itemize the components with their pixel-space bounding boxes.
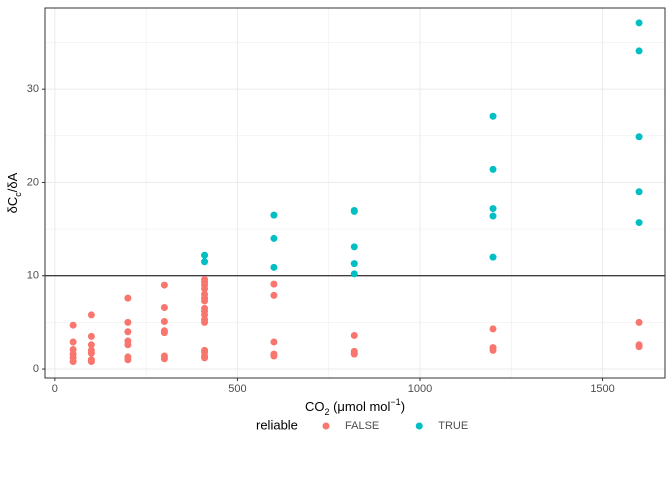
- point: [87, 358, 95, 366]
- label-part: CO: [305, 399, 325, 414]
- legend-title: reliable: [256, 417, 298, 432]
- point: [201, 251, 209, 259]
- point: [69, 321, 77, 329]
- point: [489, 205, 497, 213]
- point: [270, 211, 278, 219]
- point: [350, 207, 358, 215]
- point: [160, 329, 168, 337]
- point: [160, 303, 168, 311]
- point: [87, 349, 95, 357]
- point: [201, 285, 209, 293]
- point: [635, 19, 643, 27]
- legend-key: [322, 422, 330, 430]
- legend-key: [415, 422, 423, 430]
- point: [124, 318, 132, 326]
- point: [160, 317, 168, 325]
- label-part: −1: [390, 397, 400, 407]
- point: [124, 356, 132, 364]
- point: [201, 258, 209, 266]
- point: [124, 328, 132, 336]
- label-part: ): [401, 399, 405, 414]
- x-tick-label: 0: [52, 383, 58, 395]
- point: [69, 338, 77, 346]
- point: [201, 354, 209, 362]
- point: [160, 281, 168, 289]
- point: [350, 243, 358, 251]
- point: [350, 350, 358, 358]
- point: [635, 219, 643, 227]
- point: [635, 343, 643, 351]
- x-tick-label: 1000: [408, 383, 432, 395]
- y-tick-label: 0: [33, 363, 39, 375]
- point: [489, 346, 497, 354]
- point: [635, 133, 643, 141]
- panel: [45, 8, 665, 378]
- point: [635, 47, 643, 55]
- point: [489, 165, 497, 173]
- label-part: /δA: [5, 172, 20, 192]
- point: [270, 280, 278, 288]
- point: [635, 318, 643, 326]
- y-tick-label: 20: [27, 176, 39, 188]
- label-part: δC: [5, 197, 20, 214]
- label-part: (μmol mol: [329, 399, 390, 414]
- point: [350, 270, 358, 278]
- point: [350, 331, 358, 339]
- point: [270, 263, 278, 271]
- y-tick-label: 10: [27, 270, 39, 282]
- point: [201, 318, 209, 326]
- point: [270, 234, 278, 242]
- label-part: c: [13, 192, 23, 197]
- x-axis-title: CO2 (μmol mol−1): [305, 397, 405, 417]
- point: [87, 311, 95, 319]
- panel-border: [44, 7, 666, 379]
- label-part: 2: [324, 407, 329, 417]
- point: [69, 358, 77, 366]
- point: [270, 352, 278, 360]
- point: [489, 212, 497, 220]
- point: [270, 338, 278, 346]
- point: [635, 188, 643, 196]
- point: [270, 291, 278, 299]
- y-tick-label: 30: [27, 83, 39, 95]
- point: [87, 341, 95, 349]
- point: [124, 341, 132, 349]
- point: [489, 112, 497, 120]
- point: [350, 260, 358, 268]
- point: [201, 297, 209, 305]
- x-tick-label: 500: [228, 383, 246, 395]
- point: [489, 325, 497, 333]
- legend-label: FALSE: [345, 420, 379, 432]
- point: [87, 332, 95, 340]
- point: [489, 253, 497, 261]
- legend-label: TRUE: [438, 420, 468, 432]
- point: [160, 355, 168, 363]
- point: [124, 294, 132, 302]
- x-tick-label: 1500: [590, 383, 614, 395]
- y-axis-title: δCc/δA: [5, 172, 23, 213]
